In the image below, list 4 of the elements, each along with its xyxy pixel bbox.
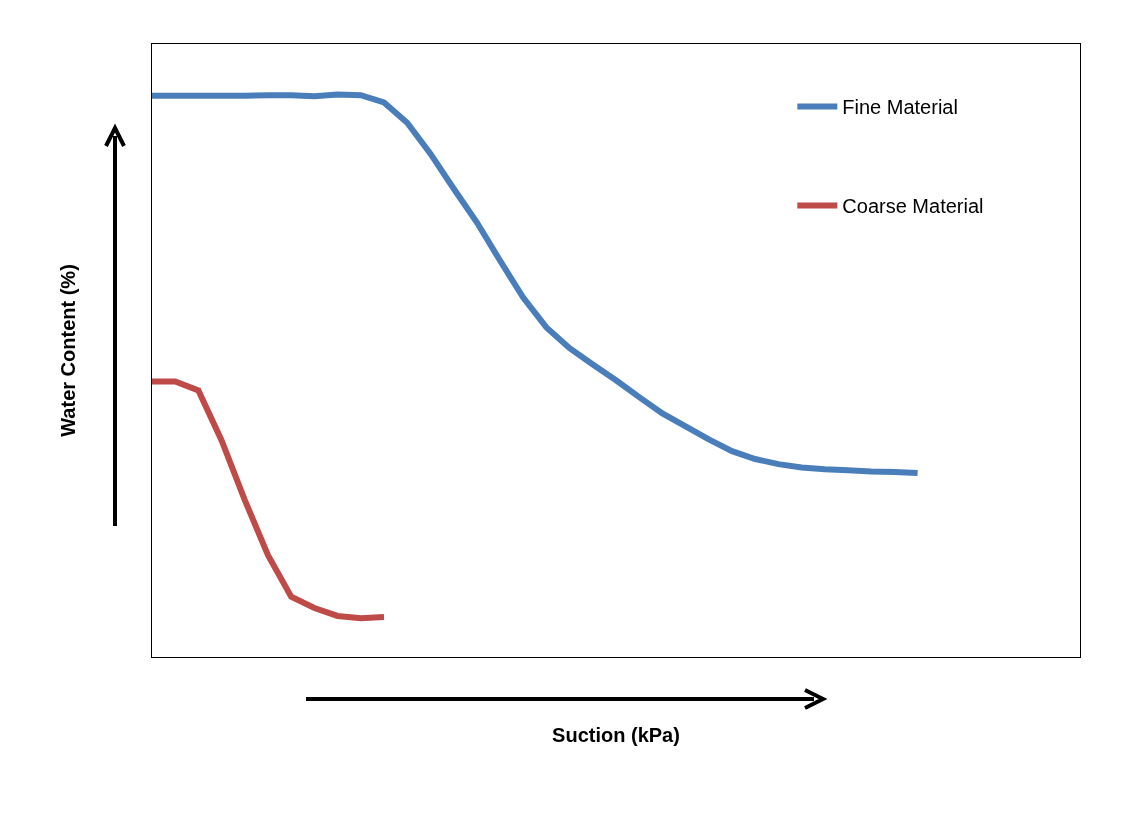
legend-label: Coarse Material xyxy=(842,195,984,218)
y-axis-title: Water Content (%) xyxy=(56,264,79,437)
legend-label: Fine Material xyxy=(842,96,958,119)
x-axis-title: Suction (kPa) xyxy=(552,723,680,746)
